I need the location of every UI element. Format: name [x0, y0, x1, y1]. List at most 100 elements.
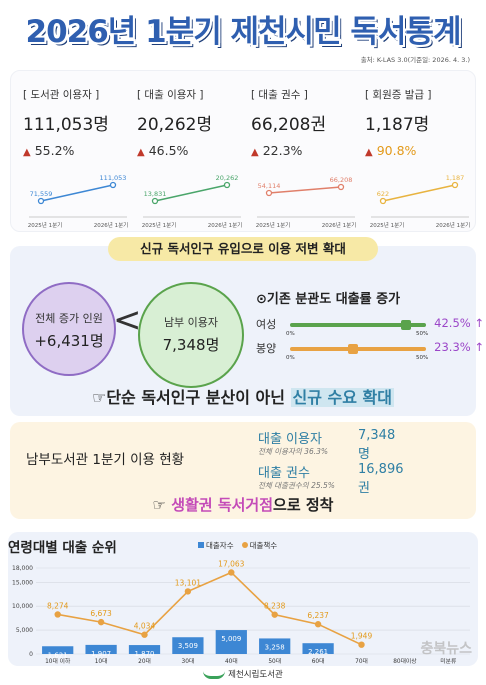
ratio-max: 50% [416, 355, 429, 361]
south-loan-users-sub: 전체 이용자의 36.3% [258, 447, 328, 456]
new-readers-banner: 신규 독서인구 유입으로 이용 저변 확대 [108, 237, 378, 261]
south-users-circle: 남부 이용자 7,348명 [138, 282, 244, 388]
sparkline-line [40, 184, 114, 202]
sparkline-tick: 2026년 1분기 [94, 221, 128, 229]
sparkline-tick: 2025년 1분기 [142, 221, 176, 229]
south-loan-books: 대출 권수 16,896권 [258, 462, 404, 496]
library-logo-icon [203, 671, 226, 679]
legend-bar-label: 대출자수 [206, 541, 234, 550]
sparkline-tick: 2026년 1분기 [436, 221, 470, 229]
stat-value: 111,053명 [23, 115, 109, 135]
tagline-text: ☞단순 독서인구 분산이 아닌 [91, 388, 291, 407]
ratio-min: 0% [286, 331, 295, 337]
stat-label: [ 회원증 발급 ] [365, 89, 432, 101]
sparkline-label: 13,831 [144, 190, 167, 198]
less-than-symbol: < [113, 300, 142, 340]
stat-card: [ 대출 권수 ] 66,208권 ▲ 22.3% 54,114 66,208 2025년… [251, 87, 363, 229]
page-title: 2026년 1분기 제천시민 독서통계 [25, 14, 462, 50]
sparkline-label: 111,053 [100, 174, 127, 182]
south-loan-users-value: 7,348명 [358, 428, 396, 462]
branch-loan-title: ⊙기존 분관도 대출률 증가 [256, 292, 401, 307]
sparkline-label: 54,114 [258, 182, 281, 190]
sparkline-point [379, 197, 387, 205]
sparkline-line [154, 184, 228, 202]
stat-change: ▲ 46.5% [137, 143, 249, 158]
south-loan-books-sub: 전체 대출권수의 25.5% [258, 481, 335, 490]
chart-legend: 대출자수 대출책수 [198, 540, 277, 551]
stats-panel: [ 도서관 이용자 ] 111,053명 ▲ 55.2% 71,559 111,053 2… [10, 70, 476, 232]
stat-sparkline: 71,559 111,053 2025년 1분기 2026년 1분기 [28, 174, 128, 229]
sparkline-tick: 2025년 1분기 [28, 221, 62, 229]
stat-card: [ 회원증 발급 ] 1,187명 ▲ 90.8% 622 1,187 2025년 1분기… [365, 87, 477, 229]
ratio-row-bongyang: 봉양 0% 50% 23.3% ↑ [256, 340, 486, 361]
stat-value: 20,262명 [137, 115, 213, 135]
sparkline-line [268, 186, 342, 194]
stat-sparkline: 13,831 20,262 2025년 1분기 2026년 1분기 [142, 174, 242, 229]
sparkline-point [223, 181, 231, 189]
stat-change-value: 22.3% [262, 143, 303, 158]
total-increase-value: +6,431명 [34, 332, 104, 350]
stat-card: [ 도서관 이용자 ] 111,053명 ▲ 55.2% 71,559 111,053 2… [23, 87, 135, 229]
ratio-name: 여성 [256, 318, 277, 331]
ratio-percent: 23.3% ↑ [434, 340, 484, 354]
total-increase-label: 전체 증가 인원 [35, 312, 103, 325]
stat-change-value: 90.8% [376, 143, 417, 158]
ratio-max: 50% [416, 331, 429, 337]
source-note: 출처: K-LAS 3.0(기준일: 2026. 4. 3.) [360, 56, 470, 64]
stat-sparkline: 622 1,187 2025년 1분기 2026년 1분기 [370, 174, 470, 229]
sparkline-point [451, 181, 459, 189]
stat-change-value: 46.5% [148, 143, 189, 158]
up-triangle-icon: ▲ [365, 147, 373, 158]
south-loan-users: 대출 이용자 7,348명 [258, 428, 395, 462]
sparkline-tick: 2026년 1분기 [208, 221, 242, 229]
stat-label: [ 도서관 이용자 ] [23, 89, 100, 101]
sparkline-point [37, 197, 45, 205]
stat-label: [ 대출 이용자 ] [137, 89, 204, 101]
chart-title: 연령대별 대출 순위 [8, 540, 117, 556]
south-tag-highlight: 생활권 독서거점 [171, 496, 274, 514]
total-increase-circle: 전체 증가 인원 +6,431명 [22, 282, 116, 376]
ratio-track [290, 323, 426, 327]
sparkline-point [109, 181, 117, 189]
stat-sparkline: 54,114 66,208 2025년 1분기 2026년 1분기 [256, 176, 356, 229]
ratio-min: 0% [286, 355, 295, 361]
sparkline-label: 20,262 [216, 174, 239, 182]
stat-label: [ 대출 권수 ] [251, 89, 308, 101]
stat-value: 1,187명 [365, 115, 430, 135]
legend-line-label: 대출책수 [249, 541, 278, 550]
sparkline-label: 66,208 [330, 176, 353, 184]
up-triangle-icon: ▲ [251, 147, 259, 158]
watermark: 충북뉴스 [420, 641, 472, 657]
south-loan-users-label: 대출 이용자 [258, 432, 322, 447]
south-loan-books-value: 16,896권 [358, 462, 404, 496]
south-library-panel [10, 422, 476, 519]
stat-card: [ 대출 이용자 ] 20,262명 ▲ 46.5% 13,831 20,262 2025… [137, 87, 249, 229]
stat-change: ▲ 22.3% [251, 143, 363, 158]
footer-logo: 제천시립도서관 [0, 668, 486, 680]
south-tag-post: 으로 정착 [273, 496, 334, 514]
sparkline-tick: 2025년 1분기 [370, 221, 404, 229]
south-library-heading: 남부도서관 1분기 이용 현황 [26, 452, 185, 468]
south-tag-pre: ☞ [152, 496, 172, 514]
sparkline-tick: 2026년 1분기 [322, 221, 356, 229]
stat-change: ▲ 55.2% [23, 143, 135, 158]
ratio-percent: 42.5% ↑ [434, 316, 484, 330]
ratio-name: 봉양 [256, 342, 277, 355]
legend-line-swatch [241, 542, 248, 548]
up-triangle-icon: ▲ [137, 147, 145, 158]
sparkline-label: 622 [377, 190, 389, 198]
new-demand-tagline: ☞단순 독서인구 분산이 아닌 신규 수요 확대 [0, 384, 486, 408]
stat-value: 66,208권 [251, 115, 327, 135]
sparkline-point [265, 189, 273, 197]
south-users-label: 남부 이용자 [163, 316, 219, 329]
south-tagline: ☞ 생활권 독서거점으로 정착 [0, 494, 486, 515]
ratio-knob [348, 344, 359, 354]
sparkline-tick: 2025년 1분기 [256, 221, 290, 229]
up-triangle-icon: ▲ [23, 147, 31, 158]
south-users-value: 7,348명 [162, 336, 220, 354]
stat-change-value: 55.2% [34, 143, 75, 158]
sparkline-label: 71,559 [30, 190, 53, 198]
stat-change: ▲ 90.8% [365, 143, 477, 158]
ratio-row-yeoseong: 여성 0% 50% 42.5% ↑ [256, 316, 486, 337]
